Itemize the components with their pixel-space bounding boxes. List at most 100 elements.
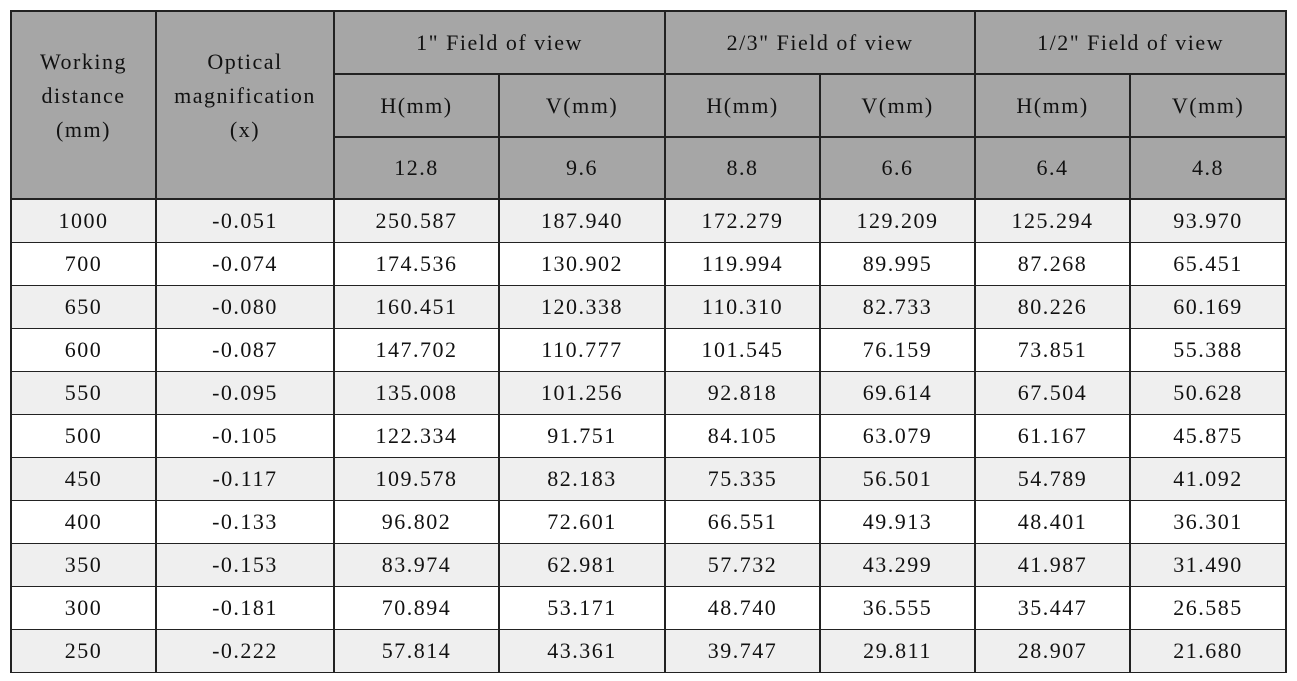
column-header: V(mm) xyxy=(497,73,667,138)
data-row: 650 -0.080 160.451 120.338 110.310 82.733 80.2… xyxy=(10,284,1288,329)
data-cell: 60.169 xyxy=(1129,284,1288,329)
data-cell: -0.074 xyxy=(155,241,335,286)
data-cell: 500 xyxy=(10,413,157,458)
data-cell: 36.555 xyxy=(819,585,977,630)
data-cell: -0.080 xyxy=(155,284,335,329)
data-row: 500 -0.105 122.334 91.751 84.105 63.079 61.167… xyxy=(10,413,1288,458)
data-cell: 63.079 xyxy=(819,413,977,458)
data-cell: -0.181 xyxy=(155,585,335,630)
sensor-size: 6.4 xyxy=(974,136,1132,200)
data-cell: 101.256 xyxy=(497,370,667,415)
data-cell: 250.587 xyxy=(333,198,500,243)
data-cell: 84.105 xyxy=(664,413,822,458)
data-cell: 700 xyxy=(10,241,157,286)
data-row: 350 -0.153 83.974 62.981 57.732 43.299 41.987 3… xyxy=(10,542,1288,587)
data-cell: 61.167 xyxy=(974,413,1132,458)
data-cell: 109.578 xyxy=(333,456,500,501)
data-cell: 70.894 xyxy=(333,585,500,630)
data-row: 300 -0.181 70.894 53.171 48.740 36.555 35.447 2… xyxy=(10,585,1288,630)
group-header: 1" Field of view xyxy=(332,10,667,75)
data-cell: 89.995 xyxy=(819,241,977,286)
data-cell: 57.814 xyxy=(333,628,500,673)
data-cell: 29.811 xyxy=(819,628,977,673)
data-cell: 550 xyxy=(10,370,157,415)
header-cell: Optical magnification (x) xyxy=(155,10,335,200)
data-cell: 75.335 xyxy=(664,456,822,501)
data-cell: 120.338 xyxy=(497,284,667,329)
data-cell: 49.913 xyxy=(819,499,977,544)
data-cell: -0.051 xyxy=(155,198,335,243)
column-header: H(mm) xyxy=(974,73,1132,138)
data-cell: 110.777 xyxy=(497,327,667,372)
data-cell: 600 xyxy=(10,327,157,372)
data-row: 1000 -0.051 250.587 187.940 172.279 129.209 12… xyxy=(10,198,1288,243)
data-cell: 129.209 xyxy=(819,198,977,243)
data-cell: 101.545 xyxy=(664,327,822,372)
data-cell: 45.875 xyxy=(1129,413,1288,458)
data-cell: 160.451 xyxy=(333,284,500,329)
data-cell: 21.680 xyxy=(1129,628,1288,673)
data-row: 450 -0.117 109.578 82.183 75.335 56.501 54.789… xyxy=(10,456,1288,501)
data-cell: -0.222 xyxy=(155,628,335,673)
data-cell: -0.117 xyxy=(155,456,335,501)
data-cell: 36.301 xyxy=(1129,499,1288,544)
data-cell: 250 xyxy=(10,628,157,673)
data-cell: 73.851 xyxy=(974,327,1132,372)
data-cell: 48.740 xyxy=(664,585,822,630)
data-cell: 26.585 xyxy=(1129,585,1288,630)
data-cell: 56.501 xyxy=(819,456,977,501)
data-cell: 174.536 xyxy=(333,241,500,286)
data-cell: 110.310 xyxy=(664,284,822,329)
sensor-size: 6.6 xyxy=(819,136,977,200)
data-cell: 130.902 xyxy=(497,241,667,286)
data-cell: 57.732 xyxy=(664,542,822,587)
data-row: 700 -0.074 174.536 130.902 119.994 89.995 87.2… xyxy=(10,241,1288,286)
header-line: Working xyxy=(40,49,127,74)
data-cell: 50.628 xyxy=(1129,370,1288,415)
data-cell: -0.153 xyxy=(155,542,335,587)
data-cell: 55.388 xyxy=(1129,327,1288,372)
data-row: 600 -0.087 147.702 110.777 101.545 76.159 73.8… xyxy=(10,327,1288,372)
data-cell: 172.279 xyxy=(664,198,822,243)
data-cell: 28.907 xyxy=(974,628,1132,673)
header-line: (mm) xyxy=(56,117,111,142)
data-cell: 43.299 xyxy=(819,542,977,587)
header-line: magnification xyxy=(174,83,316,108)
header-line: (x) xyxy=(229,117,261,142)
column-header: H(mm) xyxy=(333,73,500,138)
data-cell: 76.159 xyxy=(819,327,977,372)
data-cell: 67.504 xyxy=(974,370,1132,415)
data-cell: 82.733 xyxy=(819,284,977,329)
sensor-size: 8.8 xyxy=(664,136,822,200)
data-cell: 91.751 xyxy=(497,413,667,458)
data-cell: 187.940 xyxy=(497,198,667,243)
data-cell: -0.105 xyxy=(155,413,335,458)
data-cell: 43.361 xyxy=(497,628,667,673)
data-cell: 80.226 xyxy=(974,284,1132,329)
column-header: V(mm) xyxy=(819,73,977,138)
data-cell: -0.095 xyxy=(155,370,335,415)
data-cell: 72.601 xyxy=(497,499,667,544)
data-cell: 35.447 xyxy=(974,585,1132,630)
data-cell: 31.490 xyxy=(1129,542,1288,587)
data-cell: 93.970 xyxy=(1129,198,1288,243)
data-cell: 69.614 xyxy=(819,370,977,415)
header-row: H(mm) V(mm) H(mm) V(mm) H(mm) V(mm) xyxy=(11,73,1288,138)
header-line: Optical xyxy=(207,49,283,74)
header-line: distance xyxy=(41,83,126,108)
data-cell: 41.092 xyxy=(1129,456,1288,501)
header-row: 12.8 9.6 8.8 6.6 6.4 4.8 xyxy=(11,136,1288,200)
data-cell: 66.551 xyxy=(664,499,822,544)
data-cell: 350 xyxy=(10,542,157,587)
data-cell: 39.747 xyxy=(664,628,822,673)
data-cell: -0.087 xyxy=(155,327,335,372)
data-cell: 87.268 xyxy=(974,241,1132,286)
data-cell: 92.818 xyxy=(664,370,822,415)
data-cell: 53.171 xyxy=(497,585,667,630)
data-cell: 400 xyxy=(10,499,157,544)
group-header: 2/3" Field of view xyxy=(664,10,977,75)
data-row: 250 -0.222 57.814 43.361 39.747 29.811 28.907 2… xyxy=(10,628,1288,673)
header-row: Working distance (mm) Optical magnification (… xyxy=(10,10,1288,200)
sensor-size: 12.8 xyxy=(333,136,500,200)
data-cell: 119.994 xyxy=(664,241,822,286)
